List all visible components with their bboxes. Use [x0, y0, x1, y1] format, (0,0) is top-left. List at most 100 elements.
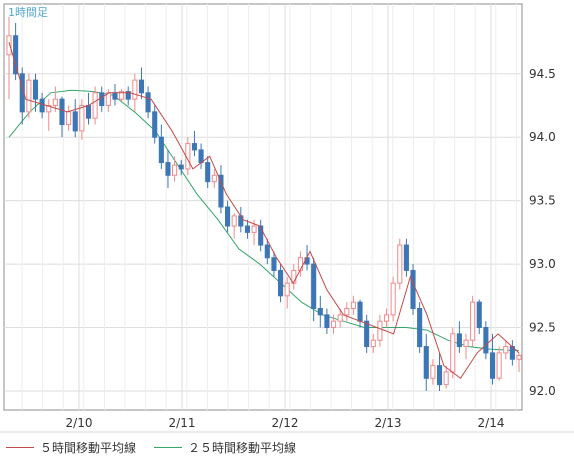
- moving-average-line: [8, 89, 519, 351]
- candle-body: [417, 308, 423, 348]
- legend-item-ma25: ２５時間移動平均線: [154, 439, 296, 456]
- legend-label-ma25: ２５時間移動平均線: [188, 440, 297, 455]
- candles: [6, 16, 522, 391]
- candle-body: [72, 111, 78, 132]
- ma5-series: [8, 41, 520, 380]
- candle-body: [13, 35, 19, 75]
- candle-body: [99, 92, 105, 106]
- y-axis-ticks: 92.0 92.5 93.0 93.5 94.0 94.5: [529, 67, 556, 398]
- x-tick-label: 2/12: [272, 416, 299, 430]
- candle-body: [476, 301, 482, 329]
- legend-swatch-ma25: [154, 446, 183, 448]
- candle-body: [364, 320, 370, 348]
- candle-body: [125, 91, 131, 100]
- candle-body: [138, 79, 145, 94]
- candle-body: [383, 314, 390, 322]
- plot-area: [3, 3, 523, 411]
- candle-body: [330, 320, 337, 329]
- candle-body: [238, 215, 244, 227]
- candle-body: [410, 269, 416, 309]
- candle-body: [350, 301, 356, 309]
- candle-body: [390, 282, 396, 316]
- candle-body: [6, 35, 12, 56]
- legend-label-ma5: ５時間移動平均線: [40, 440, 137, 455]
- legend-item-ma5: ５時間移動平均線: [6, 439, 136, 456]
- candle-body: [79, 105, 85, 132]
- candle-body: [357, 301, 363, 322]
- candle-body: [423, 346, 429, 379]
- candle-body: [112, 92, 118, 100]
- candle-body: [436, 365, 443, 386]
- candle-body: [225, 206, 231, 227]
- x-axis-ticks: 2/10 2/11 2/12 2/13 2/14: [66, 416, 505, 430]
- legend-swatch-ma5: [6, 446, 34, 448]
- y-tick-label: 93.0: [529, 257, 556, 271]
- candle-body: [46, 105, 52, 113]
- candle-body: [377, 320, 383, 341]
- candle-body: [178, 164, 184, 170]
- chart-title: 1時間足: [8, 6, 48, 19]
- x-tick-label: 2/13: [375, 416, 402, 430]
- candle-body: [231, 215, 237, 227]
- candle-body: [218, 174, 224, 208]
- candle-body: [244, 225, 250, 233]
- candle-body: [198, 149, 204, 164]
- y-tick-label: 93.5: [529, 194, 556, 208]
- candle-body: [463, 339, 469, 348]
- candle-body: [311, 263, 317, 309]
- candle-body: [39, 98, 45, 113]
- candle-body: [258, 225, 264, 246]
- candle-body: [85, 105, 92, 119]
- candle-body: [66, 111, 72, 126]
- candle-body: [317, 308, 323, 316]
- candle-body: [52, 98, 58, 106]
- ma25-series: [8, 89, 519, 351]
- y-tick-label: 92.0: [529, 384, 556, 398]
- candle-body: [430, 365, 436, 379]
- candle-body: [191, 143, 198, 151]
- candle-body: [470, 301, 476, 341]
- candle-body: [158, 136, 164, 164]
- candle-body: [172, 164, 178, 176]
- grid-lines: [4, 4, 522, 410]
- x-tick-label: 2/11: [169, 416, 196, 430]
- candle-body: [516, 354, 522, 360]
- candle-body: [370, 339, 376, 348]
- candle-body: [92, 92, 98, 119]
- moving-average-line: [8, 41, 520, 380]
- candle-body: [251, 225, 257, 233]
- candle-body: [145, 92, 151, 113]
- x-tick-label: 2/14: [478, 416, 505, 430]
- candle-body: [211, 174, 217, 183]
- candle-body: [205, 162, 211, 183]
- candle-body: [119, 91, 125, 100]
- candle-body: [496, 352, 502, 379]
- candle-body: [284, 282, 290, 297]
- candle-body: [337, 314, 343, 322]
- candle-body: [165, 162, 171, 176]
- candle-body: [443, 371, 449, 386]
- candle-body: [278, 269, 284, 297]
- candle-body: [456, 333, 462, 348]
- candle-body: [324, 314, 330, 329]
- x-tick-label: 2/10: [66, 416, 93, 430]
- candle-body: [26, 79, 32, 113]
- candle-body: [32, 79, 39, 100]
- candle-body: [132, 79, 138, 100]
- candle-body: [489, 352, 496, 379]
- candle-body: [344, 308, 350, 316]
- candle-body: [271, 257, 277, 271]
- y-tick-label: 92.5: [529, 321, 556, 335]
- y-tick-label: 94.5: [529, 67, 556, 81]
- candle-body: [450, 333, 456, 373]
- candle-body: [503, 346, 509, 354]
- candle-body: [152, 111, 158, 138]
- candle-body: [483, 327, 489, 354]
- legend: ５時間移動平均線 ２５時間移動平均線: [6, 436, 314, 458]
- y-tick-label: 94.0: [529, 130, 556, 144]
- candle-body: [59, 98, 65, 126]
- candle-body: [397, 244, 403, 284]
- candle-body: [403, 244, 409, 271]
- candle-body: [264, 244, 270, 259]
